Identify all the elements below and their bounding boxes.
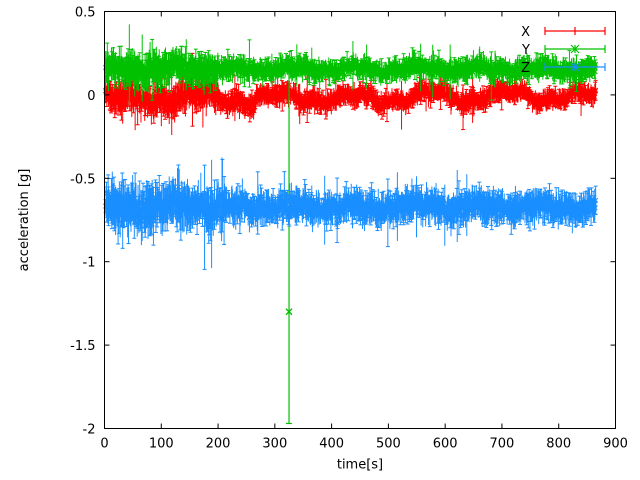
data-series-layer xyxy=(103,24,599,425)
